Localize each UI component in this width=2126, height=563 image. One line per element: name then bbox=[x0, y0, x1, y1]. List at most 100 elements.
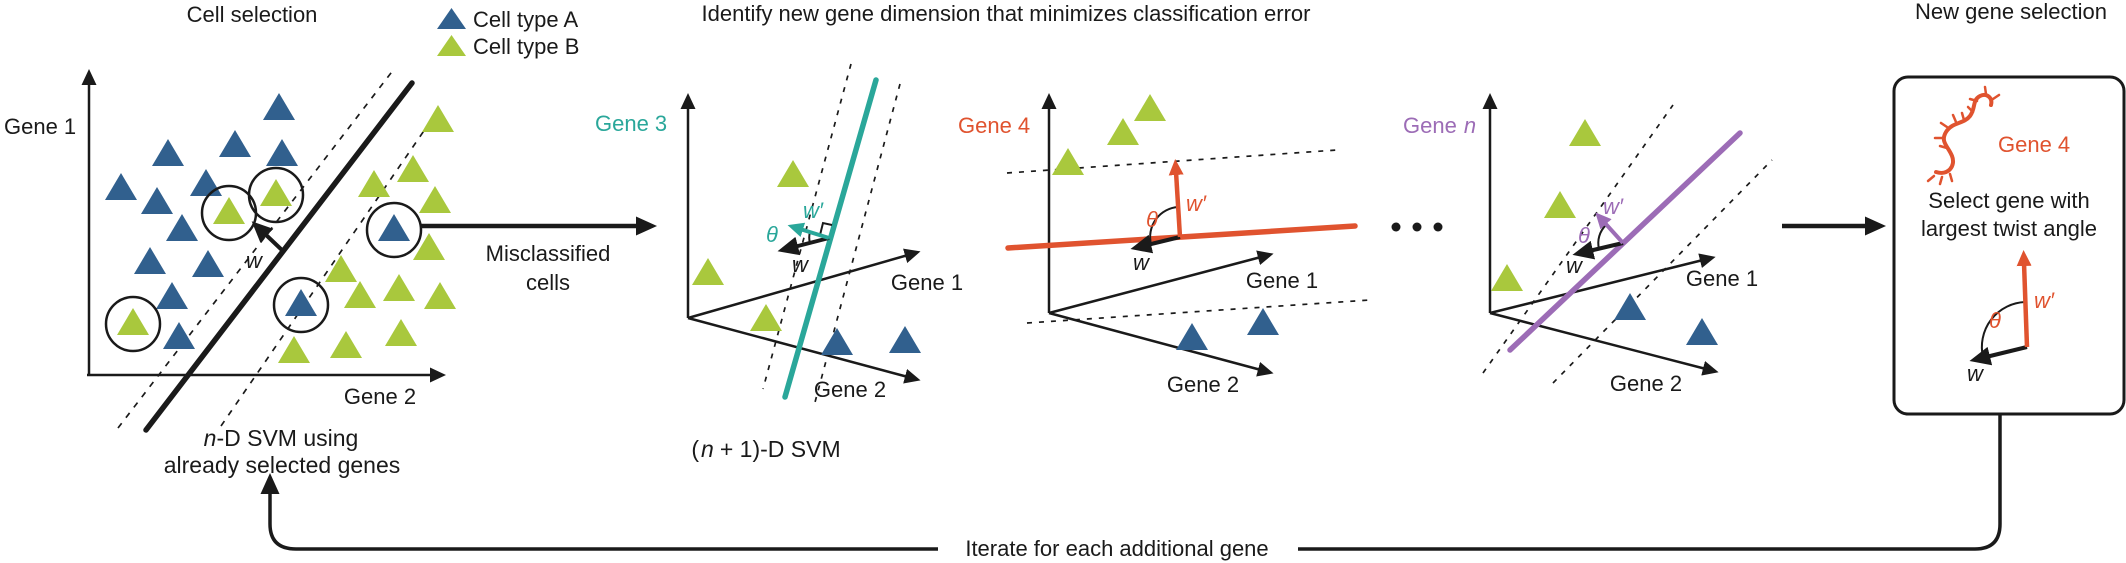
cell-triangle bbox=[378, 214, 410, 241]
cell-triangle bbox=[163, 322, 195, 349]
gene-n-gene1-axis bbox=[1489, 253, 1716, 315]
cell-triangle bbox=[383, 274, 415, 301]
cell-triangle bbox=[1247, 308, 1279, 335]
cell-triangle bbox=[330, 331, 362, 358]
gene4-gene1-axis bbox=[1048, 250, 1274, 315]
gene4-w-arrow bbox=[1130, 234, 1181, 254]
cell-triangle bbox=[117, 308, 149, 335]
gene-n-type-b-points bbox=[1491, 119, 1601, 291]
box-w-prime-label: w′ bbox=[2034, 288, 2055, 313]
cell-triangle bbox=[152, 139, 184, 166]
cell-triangle bbox=[325, 255, 357, 282]
cell-triangle bbox=[285, 289, 317, 316]
misclassified-circle bbox=[200, 184, 258, 242]
gene3-type-b-points bbox=[692, 160, 809, 331]
gene-n-margin-dashed-right bbox=[1552, 159, 1773, 384]
gene4-gene2-axis-label: Gene 2 bbox=[1167, 372, 1239, 397]
selection-rule-line2: largest twist angle bbox=[1921, 216, 2097, 241]
dot-icon bbox=[1391, 222, 1401, 232]
cell-triangle bbox=[385, 319, 417, 346]
ellipsis-dots bbox=[1391, 222, 1443, 232]
gene-n-svm-line bbox=[1507, 130, 1743, 353]
cell-triangle bbox=[419, 186, 451, 213]
cell-triangle bbox=[1052, 148, 1084, 175]
cell-triangle bbox=[777, 160, 809, 187]
gene-n-gene2-axis-label: Gene 2 bbox=[1610, 371, 1682, 396]
gene4-w-prime-label: w′ bbox=[1186, 191, 1207, 216]
cell-triangle bbox=[1491, 264, 1523, 291]
gene-n-w-label: w bbox=[1566, 253, 1584, 278]
w-vector-arrow bbox=[251, 221, 286, 254]
misclassified-flow: Misclassified cells bbox=[421, 216, 657, 295]
svm-decision-line bbox=[143, 80, 415, 433]
panel-title-cell-selection: Cell selection bbox=[187, 2, 318, 27]
gene4-panel: Gene 4 Gene 1 Gene 2 w′ θ w bbox=[958, 93, 1371, 397]
cell-triangle bbox=[1176, 323, 1208, 350]
cell-triangle bbox=[422, 105, 454, 132]
gene-n-type-a-points bbox=[1614, 293, 1718, 345]
cell-triangle bbox=[750, 304, 782, 331]
cell-triangle bbox=[213, 197, 245, 224]
misclassified-circles bbox=[104, 166, 423, 353]
selection-box bbox=[1892, 75, 2126, 416]
cell-triangle bbox=[1107, 118, 1139, 145]
gene-n-gene1-axis-label: Gene 1 bbox=[1686, 266, 1758, 291]
gene3-w-label: w bbox=[792, 252, 810, 277]
iterate-loop: Iterate for each additional gene bbox=[260, 415, 2002, 561]
gene3-panel: Gene 3 Gene 1 Gene 2 w′ θ w (n + 1)-D SVM bbox=[595, 63, 963, 462]
panel-title-new-gene-selection: New gene selection bbox=[1915, 0, 2107, 24]
left-margin-dashed-line bbox=[117, 68, 395, 429]
cell-triangle bbox=[821, 328, 853, 355]
new-gene-selection-panel: New gene selection Gene 4 Select gene wi… bbox=[1892, 0, 2126, 416]
w-vector-label: w bbox=[246, 248, 264, 273]
cell-triangle bbox=[1569, 119, 1601, 146]
cell-triangle bbox=[190, 169, 222, 196]
selected-gene-label: Gene 4 bbox=[1998, 132, 2070, 157]
cell-triangle bbox=[278, 336, 310, 363]
cell-triangle bbox=[219, 130, 251, 157]
iterate-label: Iterate for each additional gene bbox=[965, 536, 1268, 561]
legend-label-b: Cell type B bbox=[473, 34, 579, 59]
gene3-margin-dashed-left bbox=[762, 63, 852, 390]
center-title: Identify new gene dimension that minimiz… bbox=[702, 1, 1311, 26]
gene-n-theta-label: θ bbox=[1578, 223, 1590, 248]
misclassified-circle bbox=[104, 295, 162, 353]
cell-triangle bbox=[1614, 293, 1646, 320]
cell-triangle bbox=[413, 233, 445, 260]
left-plot-caption-line2: already selected genes bbox=[164, 452, 401, 478]
selection-rule-line1: Select gene with bbox=[1928, 188, 2089, 213]
cell-selection-panel: Cell selection Cell type A Cell type B G… bbox=[4, 2, 579, 478]
gene3-label: Gene 3 bbox=[595, 111, 667, 136]
legend-label-a: Cell type A bbox=[473, 7, 578, 32]
gene-n-gene2-axis bbox=[1489, 311, 1719, 376]
rna-ticks bbox=[1926, 85, 2001, 186]
svm-caption: (n + 1)-D SVM bbox=[691, 436, 840, 462]
cell-type-a-points bbox=[105, 93, 410, 349]
gene3-type-a-points bbox=[821, 326, 921, 355]
cell-triangle bbox=[156, 282, 188, 309]
gene3-w-prime-label: w′ bbox=[803, 198, 824, 223]
loop-right-segment bbox=[1298, 415, 2002, 551]
cell-triangle bbox=[889, 326, 921, 353]
cell-triangle bbox=[358, 170, 390, 197]
gene4-w-label: w bbox=[1133, 250, 1151, 275]
left-plot-caption-line1: n-D SVM using bbox=[204, 425, 359, 451]
gene3-w-prime-arrow bbox=[787, 222, 830, 240]
gene3-theta-label: θ bbox=[766, 222, 778, 247]
misclassified-label-line1: Misclassified bbox=[486, 241, 611, 266]
cell-triangle bbox=[166, 214, 198, 241]
gene4-gene2-axis bbox=[1048, 311, 1274, 377]
gene-n-w-prime-label: w′ bbox=[1603, 194, 1624, 219]
cell-triangle bbox=[260, 179, 292, 206]
box-w-label: w bbox=[1967, 361, 1985, 386]
cell-triangle bbox=[263, 93, 295, 120]
gene3-w-arrow bbox=[777, 236, 830, 256]
gene3-gene1-axis bbox=[687, 248, 921, 320]
left-plot-x-axis-label: Gene 2 bbox=[344, 384, 416, 409]
cell-type-b-points bbox=[117, 105, 456, 363]
gene4-gene1-axis-label: Gene 1 bbox=[1246, 268, 1318, 293]
rna-icon bbox=[1926, 85, 2001, 186]
gene-n-panel: Gene n Gene 1 Gene 2 w′ θ w bbox=[1403, 93, 1773, 396]
gene3-gene2-axis-label: Gene 2 bbox=[814, 377, 886, 402]
gene3-svm-line bbox=[782, 77, 879, 400]
